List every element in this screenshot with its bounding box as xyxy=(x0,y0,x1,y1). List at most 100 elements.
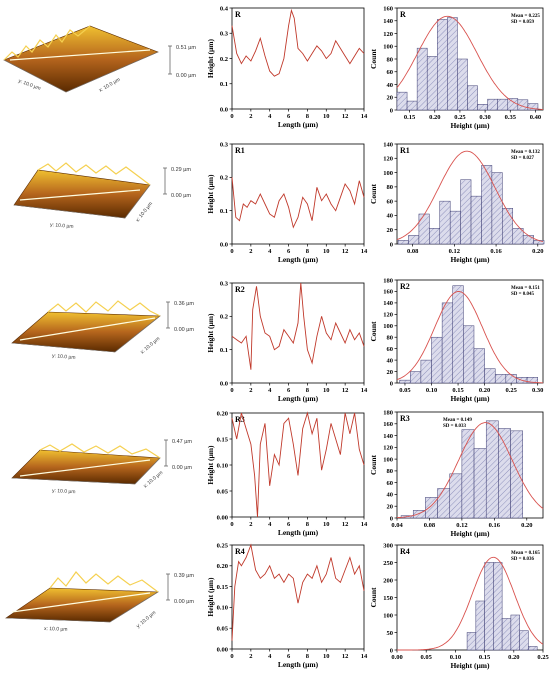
height-histogram-R: 0.15 0.20 0.25 0.30 0.35 0.40 0 20 40 60 80 100 120 1… xyxy=(369,5,544,130)
mean-annotation: Mean = 0.149 xyxy=(443,418,472,423)
y-tick-label: 0 xyxy=(390,107,393,114)
gaussian-fit-curve xyxy=(396,422,544,519)
z-axis-min-label: 0.00 µm xyxy=(172,465,192,471)
x-axis-title: Height (µm) xyxy=(450,255,490,264)
afm-roughness-peaks xyxy=(49,571,159,593)
y-tick-label: 0 xyxy=(390,515,393,522)
x-tick-label: 0.30 xyxy=(532,387,543,394)
histogram-bar xyxy=(512,228,524,245)
z-axis-max-label: 0.51 µm xyxy=(176,45,196,51)
x-axis-title: Height (µm) xyxy=(450,529,490,538)
x-tick-label: 14 xyxy=(361,113,368,120)
plot-frame xyxy=(231,143,365,245)
x-tick-label: 2 xyxy=(249,521,252,528)
afm-panel-R1: 0.29 µm 0.00 µm y: 10.0 µm x: 10.0 µm xyxy=(13,162,191,230)
histogram-bar xyxy=(457,58,468,111)
y-axis-label: y: 10.0 µm xyxy=(52,353,76,361)
panel-label: R3 xyxy=(400,414,410,423)
x-tick-label: 0.20 xyxy=(532,248,543,255)
y-tick-label: 200 xyxy=(383,577,393,584)
y-tick-label: 0.3 xyxy=(220,31,229,38)
x-tick-label: 0.35 xyxy=(505,114,517,121)
x-tick-label: 0.05 xyxy=(421,654,433,661)
x-tick-label: 2 xyxy=(249,387,252,394)
histogram-bar xyxy=(485,420,499,519)
histogram-bar xyxy=(397,240,409,245)
x-tick-label: 6 xyxy=(287,521,291,528)
height-profile-chart-R3: 0 2 4 6 8 10 12 14 0.00 0.05 0.10 0.15 0.20 Length (µ… xyxy=(206,410,368,537)
histogram-bar xyxy=(410,371,422,384)
y-tick-label: 0.05 xyxy=(217,488,229,495)
x-tick-label: 14 xyxy=(361,387,368,394)
y-axis-label: y: 10.0 µm xyxy=(17,78,41,92)
x-tick-label: 10 xyxy=(323,521,330,528)
x-tick-label: 4 xyxy=(268,653,272,660)
y-tick-label: 120 xyxy=(383,31,393,38)
x-tick-label: 0 xyxy=(230,387,233,394)
y-axis-title: Height (µm) xyxy=(206,313,215,353)
y-tick-label: 180 xyxy=(383,409,393,416)
y-tick-label: 40 xyxy=(387,213,394,220)
histogram-bar xyxy=(494,374,507,384)
panel-label: R2 xyxy=(400,282,410,291)
y-axis-title: Count xyxy=(369,454,378,475)
histogram-bar xyxy=(528,646,538,651)
afm-frame xyxy=(11,477,136,485)
y-tick-label: 0 xyxy=(390,647,393,654)
y-tick-label: 120 xyxy=(383,445,393,452)
histogram-bar xyxy=(498,428,511,519)
histogram-bar xyxy=(449,210,461,245)
y-axis-title: Height (µm) xyxy=(206,174,215,214)
profile-line xyxy=(231,177,365,229)
mean-annotation: Mean = 0.165 xyxy=(511,551,540,556)
y-tick-label: 20 xyxy=(387,227,394,234)
z-axis-min-label: 0.00 µm xyxy=(174,599,194,605)
x-tick-label: 0.20 xyxy=(429,114,440,121)
histogram-bar xyxy=(510,430,523,519)
profile-line xyxy=(231,543,365,641)
mean-annotation: Mean = 0.151 xyxy=(511,286,540,291)
x-tick-label: 0.10 xyxy=(426,387,437,394)
x-axis-title: Length (µm) xyxy=(278,394,319,403)
afm-surface xyxy=(11,311,161,353)
height-profile-chart-R1: 0 2 4 6 8 10 12 14 0.0 0.1 0.2 0.3 Length (µm) Height… xyxy=(206,141,368,264)
x-tick-label: 0.12 xyxy=(449,248,460,255)
sd-annotation: SD = 0.027 xyxy=(511,156,534,161)
x-axis-title: Length (µm) xyxy=(278,528,319,537)
histogram-bar xyxy=(452,285,464,384)
y-tick-label: 100 xyxy=(383,170,393,177)
x-tick-label: 0.15 xyxy=(404,114,416,121)
x-tick-label: 6 xyxy=(287,113,291,120)
histogram-bar xyxy=(493,562,503,651)
histogram-bar xyxy=(441,302,453,384)
y-tick-label: 0.10 xyxy=(217,605,228,612)
x-tick-label: 0.00 xyxy=(391,654,402,661)
y-tick-label: 40 xyxy=(387,492,394,499)
z-axis-max-label: 0.47 µm xyxy=(172,439,192,445)
afm-roughness-peaks xyxy=(39,443,161,459)
y-tick-label: 0.0 xyxy=(220,106,228,113)
histogram-bar xyxy=(416,47,428,111)
y-tick-label: 0.20 xyxy=(217,563,228,570)
x-tick-label: 0.25 xyxy=(505,387,517,394)
histogram-bar xyxy=(467,85,478,111)
afm-frame xyxy=(65,51,159,93)
histogram-bar xyxy=(484,562,494,651)
histogram-bar xyxy=(420,359,432,384)
histogram-bar xyxy=(466,632,477,651)
x-tick-label: 2 xyxy=(249,248,252,255)
afm-frame xyxy=(13,204,126,219)
y-tick-label: 120 xyxy=(383,312,393,319)
x-tick-label: 14 xyxy=(361,521,368,528)
panel-label: R xyxy=(400,10,406,19)
x-tick-label: 0.40 xyxy=(530,114,541,121)
x-tick-label: 8 xyxy=(306,653,310,660)
x-axis-title: Height (µm) xyxy=(450,394,490,403)
histogram-bar xyxy=(437,488,450,519)
y-axis-title: Count xyxy=(369,321,378,342)
x-tick-label: 0.16 xyxy=(489,522,501,529)
histogram-bar xyxy=(437,19,448,111)
y-tick-label: 100 xyxy=(383,323,393,330)
x-axis-title: Length (µm) xyxy=(278,120,319,129)
x-tick-label: 0.08 xyxy=(424,522,436,529)
